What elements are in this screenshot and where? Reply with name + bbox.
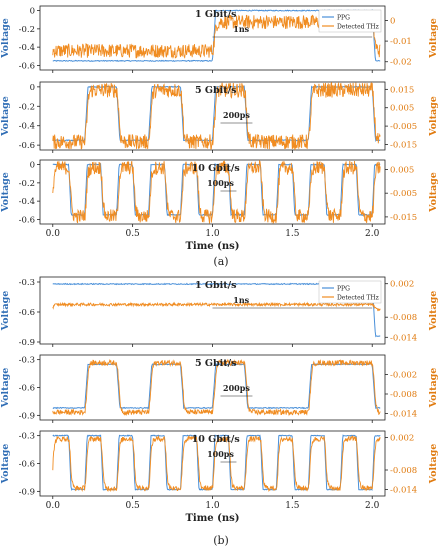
y-tick-label: -0.3: [19, 278, 35, 288]
y2-tick-label: -0.008: [390, 390, 417, 400]
y-tick-label: 0: [30, 7, 35, 17]
y-tick-label: 0: [30, 83, 35, 93]
legend-box: [318, 9, 382, 33]
x-tick-label: 0.0: [46, 229, 61, 239]
y-tick-label: -0.6: [19, 460, 35, 470]
time-annotation: 200ps: [223, 110, 250, 120]
panel-label-a: (a): [213, 255, 228, 268]
time-annotation: 1ns: [233, 24, 249, 34]
panel-title: 10 Gbit/s: [192, 163, 240, 174]
time-annotation: 100ps: [207, 178, 234, 188]
legend-label-thz: Detected THz: [337, 24, 379, 31]
y-tick-label: -0.3: [19, 356, 35, 366]
y2-tick-label: -0.015: [390, 140, 417, 150]
y2-axis-label: Voltage: [428, 96, 439, 137]
y2-axis-label: Voltage: [428, 368, 439, 409]
y2-tick-label: 0.015: [390, 85, 414, 95]
x-tick-label: 1.5: [285, 501, 300, 511]
x-tick-label: 1.0: [205, 229, 220, 239]
y2-axis-label: Voltage: [428, 172, 439, 213]
y2-tick-label: 0.002: [390, 434, 414, 444]
panel-title: 5 Gbit/s: [195, 85, 237, 96]
y2-tick-label: -0.005: [390, 189, 417, 199]
thz-trace: [52, 358, 381, 417]
y2-tick-label: 0.002: [390, 280, 414, 290]
y-tick-label: -0.2: [19, 25, 35, 35]
x-tick-label: 1.5: [285, 229, 300, 239]
y-axis-label: Voltage: [0, 291, 11, 332]
time-annotation: 100ps: [207, 449, 234, 459]
y2-tick-label: -0.015: [390, 213, 417, 223]
x-tick-label: 1.0: [205, 501, 220, 511]
y-tick-label: -0.2: [19, 179, 35, 189]
panel-title: 1 Gbit/s: [195, 280, 237, 291]
y-axis-label: Voltage: [0, 96, 11, 137]
y-axis-label: Voltage: [0, 444, 11, 485]
y2-axis-label: Voltage: [428, 18, 439, 59]
y2-tick-label: -0.01: [390, 37, 412, 47]
y2-tick-label: -0.014: [390, 333, 417, 343]
legend-box: [318, 280, 382, 304]
legend-label-ppg: PPG: [337, 15, 350, 22]
y-tick-label: -0.2: [19, 102, 35, 112]
y-axis-label: Voltage: [0, 172, 11, 213]
y2-axis-label: Voltage: [428, 291, 439, 332]
panel-title: 1 Gbit/s: [195, 9, 237, 20]
time-annotation: 200ps: [223, 383, 250, 393]
legend-label-thz: Detected THz: [337, 295, 379, 302]
x-tick-label: 0.5: [125, 501, 140, 511]
y-tick-label: -0.9: [19, 411, 35, 421]
x-tick-label: 0.0: [46, 501, 61, 511]
y-tick-label: -0.6: [19, 384, 35, 394]
y2-tick-label: 0.005: [390, 104, 414, 114]
y2-tick-label: -0.02: [390, 58, 412, 68]
thz-trace: [52, 434, 381, 493]
y2-axis-label: Voltage: [428, 444, 439, 485]
y-tick-label: -0.6: [19, 308, 35, 318]
y-tick-label: -0.6: [19, 215, 35, 225]
legend-label-ppg: PPG: [337, 286, 350, 293]
y-tick-label: -0.4: [19, 197, 35, 207]
y-tick-label: -0.6: [19, 61, 35, 71]
thz-trace: [52, 301, 381, 312]
y-axis-label: Voltage: [0, 368, 11, 409]
x-tick-label: 0.5: [125, 229, 140, 239]
thz-trace: [52, 81, 381, 151]
y-tick-label: -0.3: [19, 432, 35, 442]
y-tick-label: 0: [30, 161, 35, 171]
y2-tick-label: 0.005: [390, 165, 414, 175]
y2-tick-label: -0.008: [390, 466, 417, 476]
x-tick-label: 2.0: [365, 229, 380, 239]
x-axis-label: Time (ns): [185, 241, 239, 252]
y2-tick-label: -0.005: [390, 122, 417, 132]
thz-trace: [52, 159, 381, 224]
y2-tick-label: -0.014: [390, 486, 417, 496]
y2-tick-label: -0.014: [390, 410, 417, 420]
panel-title: 5 Gbit/s: [195, 358, 237, 369]
y2-tick-label: -0.002: [390, 371, 417, 381]
y2-tick-label: -0.008: [390, 313, 417, 323]
y2-tick-label: 0: [390, 16, 395, 26]
panel-title: 10 Gbit/s: [192, 434, 240, 445]
y-tick-label: -0.4: [19, 122, 35, 132]
y-tick-label: -0.6: [19, 141, 35, 151]
x-tick-label: 2.0: [365, 501, 380, 511]
panel-label-b: (b): [213, 534, 229, 547]
y-tick-label: -0.9: [19, 487, 35, 497]
y-tick-label: -0.4: [19, 43, 35, 53]
time-annotation: 1ns: [233, 295, 249, 305]
x-axis-label: Time (ns): [185, 513, 239, 524]
y-axis-label: Voltage: [0, 18, 11, 59]
y-tick-label: -0.9: [19, 338, 35, 348]
